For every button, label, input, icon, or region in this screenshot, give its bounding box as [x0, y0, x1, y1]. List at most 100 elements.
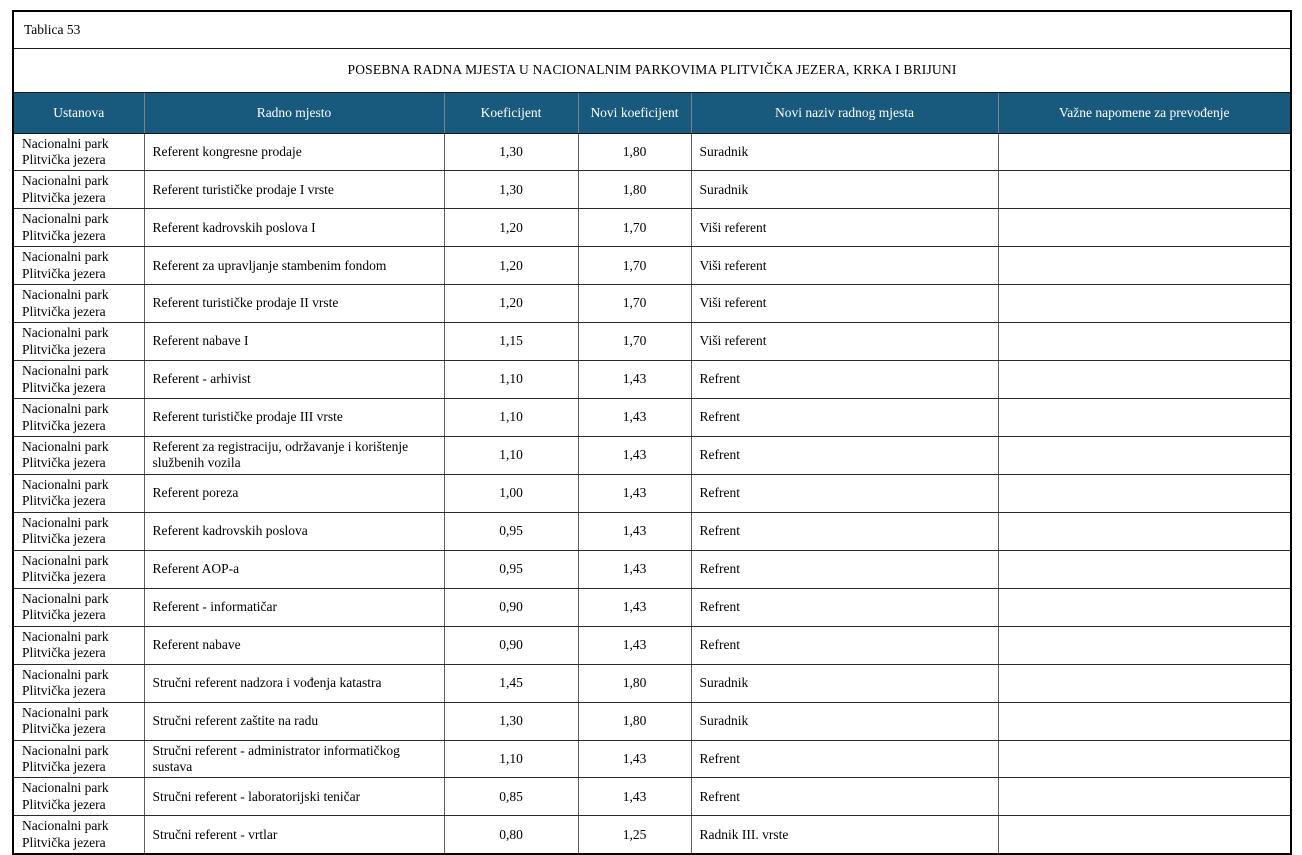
cell-novi-naziv: Refrent	[690, 398, 999, 437]
cell-novi-naziv: Viši referent	[690, 322, 999, 362]
cell-radno-mjesto: Referent za registraciju, održavanje i k…	[143, 436, 445, 475]
table-row: Nacionalni park Plitvička jezera Referen…	[12, 436, 1292, 475]
table-row: Nacionalni park Plitvička jezera Stručni…	[12, 663, 1292, 703]
cell-novi-koeficijent: 1,43	[577, 625, 692, 665]
cell-koeficijent: 0,85	[443, 777, 579, 817]
cell-novi-koeficijent: 1,43	[577, 511, 692, 551]
cell-napomene	[997, 739, 1292, 779]
cell-koeficijent: 0,95	[443, 549, 579, 589]
cell-napomene	[997, 549, 1292, 589]
cell-novi-naziv: Viši referent	[690, 208, 999, 248]
cell-radno-mjesto: Stručni referent - laboratorijski teniča…	[143, 777, 445, 817]
cell-novi-koeficijent: 1,80	[577, 663, 692, 703]
cell-radno-mjesto: Referent nabave I	[143, 322, 445, 362]
cell-radno-mjesto: Referent poreza	[143, 473, 445, 513]
cell-napomene	[997, 777, 1292, 817]
cell-ustanova: Nacionalni park Plitvička jezera	[12, 284, 145, 324]
cell-ustanova: Nacionalni park Plitvička jezera	[12, 511, 145, 551]
cell-koeficijent: 1,15	[443, 322, 579, 362]
cell-koeficijent: 1,30	[443, 132, 579, 172]
cell-napomene	[997, 815, 1292, 855]
cell-ustanova: Nacionalni park Plitvička jezera	[12, 398, 145, 437]
cell-novi-naziv: Refrent	[690, 777, 999, 817]
column-header-novi-naziv: Novi naziv radnog mjesta	[690, 91, 999, 134]
table-row: Nacionalni park Plitvička jezera Referen…	[12, 625, 1292, 665]
cell-koeficijent: 1,20	[443, 246, 579, 286]
cell-novi-koeficijent: 1,43	[577, 549, 692, 589]
cell-ustanova: Nacionalni park Plitvička jezera	[12, 739, 145, 779]
cell-novi-koeficijent: 1,70	[577, 284, 692, 324]
cell-novi-koeficijent: 1,43	[577, 436, 692, 475]
cell-koeficijent: 0,80	[443, 815, 579, 855]
header-row: Ustanova Radno mjesto Koeficijent Novi k…	[12, 91, 1292, 134]
cell-koeficijent: 0,90	[443, 587, 579, 627]
cell-novi-koeficijent: 1,43	[577, 739, 692, 779]
cell-novi-koeficijent: 1,80	[577, 170, 692, 210]
cell-radno-mjesto: Referent kadrovskih poslova I	[143, 208, 445, 248]
cell-radno-mjesto: Referent nabave	[143, 625, 445, 665]
cell-novi-naziv: Suradnik	[690, 170, 999, 210]
table-label-row: Tablica 53	[12, 10, 1292, 49]
table-row: Nacionalni park Plitvička jezera Stručni…	[12, 739, 1292, 779]
cell-ustanova: Nacionalni park Plitvička jezera	[12, 132, 145, 172]
cell-radno-mjesto: Referent turističke prodaje III vrste	[143, 398, 445, 437]
tablica-53: Tablica 53 POSEBNA RADNA MJESTA U NACION…	[12, 10, 1293, 855]
cell-napomene	[997, 284, 1292, 324]
cell-koeficijent: 0,90	[443, 625, 579, 665]
cell-ustanova: Nacionalni park Plitvička jezera	[12, 360, 145, 400]
cell-novi-naziv: Suradnik	[690, 701, 999, 741]
cell-ustanova: Nacionalni park Plitvička jezera	[12, 246, 145, 286]
table-row: Nacionalni park Plitvička jezera Referen…	[12, 587, 1292, 627]
column-header-novi-koeficijent: Novi koeficijent	[577, 91, 692, 134]
cell-radno-mjesto: Stručni referent zaštite na radu	[143, 701, 445, 741]
cell-novi-koeficijent: 1,25	[577, 815, 692, 855]
cell-novi-naziv: Suradnik	[690, 663, 999, 703]
cell-novi-koeficijent: 1,43	[577, 777, 692, 817]
cell-novi-naziv: Refrent	[690, 360, 999, 400]
table-row: Nacionalni park Plitvička jezera Stručni…	[12, 777, 1292, 817]
cell-radno-mjesto: Referent AOP-a	[143, 549, 445, 589]
table-row: Nacionalni park Plitvička jezera Referen…	[12, 246, 1292, 286]
cell-napomene	[997, 436, 1292, 475]
table-row: Nacionalni park Plitvička jezera Referen…	[12, 208, 1292, 248]
cell-novi-koeficijent: 1,80	[577, 132, 692, 172]
table-label: Tablica 53	[12, 10, 1292, 49]
cell-koeficijent: 0,95	[443, 511, 579, 551]
cell-ustanova: Nacionalni park Plitvička jezera	[12, 208, 145, 248]
cell-novi-naziv: Refrent	[690, 739, 999, 779]
cell-novi-naziv: Radnik III. vrste	[690, 815, 999, 855]
cell-ustanova: Nacionalni park Plitvička jezera	[12, 436, 145, 475]
cell-napomene	[997, 170, 1292, 210]
table-row: Nacionalni park Plitvička jezera Referen…	[12, 360, 1292, 400]
cell-koeficijent: 1,10	[443, 436, 579, 475]
table-row: Nacionalni park Plitvička jezera Referen…	[12, 170, 1292, 210]
cell-ustanova: Nacionalni park Plitvička jezera	[12, 170, 145, 210]
document-page: Tablica 53 POSEBNA RADNA MJESTA U NACION…	[12, 10, 1293, 855]
cell-radno-mjesto: Referent - informatičar	[143, 587, 445, 627]
cell-novi-naziv: Refrent	[690, 625, 999, 665]
cell-napomene	[997, 473, 1292, 513]
cell-radno-mjesto: Stručni referent - vrtlar	[143, 815, 445, 855]
cell-ustanova: Nacionalni park Plitvička jezera	[12, 473, 145, 513]
table-row: Nacionalni park Plitvička jezera Referen…	[12, 284, 1292, 324]
cell-radno-mjesto: Referent kadrovskih poslova	[143, 511, 445, 551]
cell-ustanova: Nacionalni park Plitvička jezera	[12, 815, 145, 855]
column-header-ustanova: Ustanova	[12, 91, 145, 134]
cell-napomene	[997, 625, 1292, 665]
cell-novi-naziv: Refrent	[690, 511, 999, 551]
table-row: Nacionalni park Plitvička jezera Referen…	[12, 549, 1292, 589]
cell-radno-mjesto: Stručni referent nadzora i vođenja katas…	[143, 663, 445, 703]
cell-napomene	[997, 208, 1292, 248]
cell-radno-mjesto: Stručni referent - administrator informa…	[143, 739, 445, 779]
cell-napomene	[997, 246, 1292, 286]
cell-ustanova: Nacionalni park Plitvička jezera	[12, 587, 145, 627]
column-header-radno-mjesto: Radno mjesto	[143, 91, 445, 134]
cell-radno-mjesto: Referent turističke prodaje II vrste	[143, 284, 445, 324]
cell-novi-koeficijent: 1,70	[577, 322, 692, 362]
cell-koeficijent: 1,20	[443, 284, 579, 324]
cell-ustanova: Nacionalni park Plitvička jezera	[12, 701, 145, 741]
cell-koeficijent: 1,10	[443, 360, 579, 400]
table-row: Nacionalni park Plitvička jezera Stručni…	[12, 701, 1292, 741]
cell-novi-naziv: Suradnik	[690, 132, 999, 172]
cell-napomene	[997, 132, 1292, 172]
